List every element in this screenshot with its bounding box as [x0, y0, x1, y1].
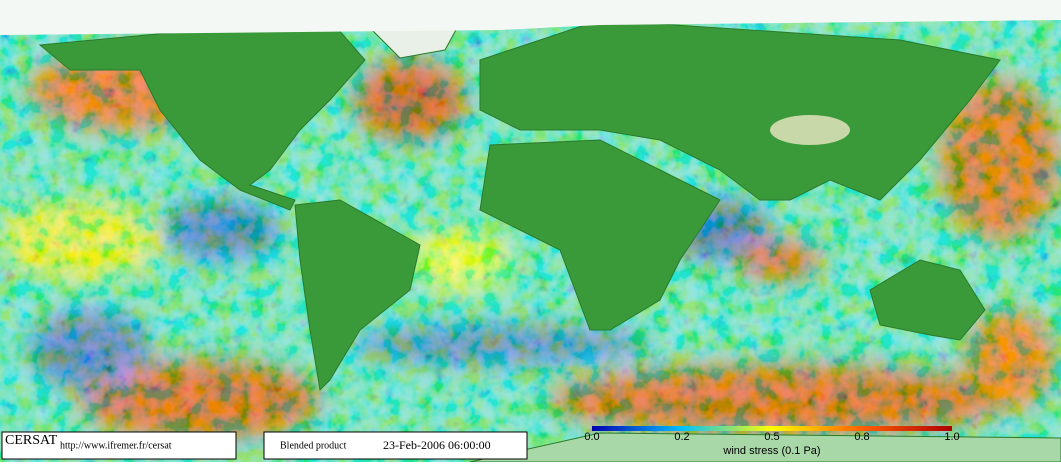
logo-box	[1, 431, 237, 460]
colorbar-tick-label: 0.8	[854, 431, 869, 443]
colorbar-tick-label: 0.5	[764, 431, 779, 443]
colorbar-label: wind stress (0.1 Pa)	[722, 445, 820, 457]
colorbar-tick-label: 0.0	[584, 431, 599, 443]
logo: CERSAT	[5, 433, 58, 448]
footer: CERSAT http://www.ifremer.fr/cersat Blen…	[1, 426, 960, 460]
colorbar	[592, 426, 952, 431]
colorbar-tick-label: 1.0	[944, 431, 959, 443]
colorbar-tick-label: 0.2	[674, 431, 689, 443]
product-box	[263, 431, 528, 460]
date: 23-Feb-2006 06:00:00	[383, 438, 491, 452]
url: http://www.ifremer.fr/cersat	[60, 440, 172, 451]
product: Blended product	[280, 440, 347, 451]
